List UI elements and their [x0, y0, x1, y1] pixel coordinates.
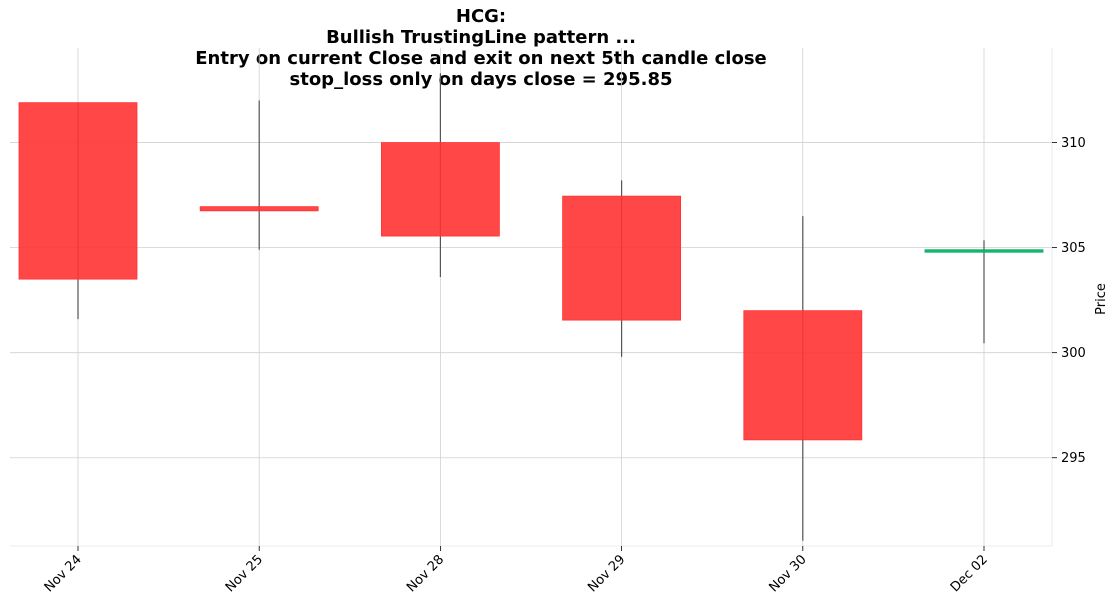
candle-body — [199, 206, 319, 212]
y-tick-label: 305 — [1061, 241, 1086, 256]
grid — [10, 48, 1052, 546]
y-tick-label: 300 — [1061, 346, 1086, 361]
candle-nov-25 — [199, 100, 319, 250]
candles — [18, 73, 1044, 541]
y-tick-label: 310 — [1061, 136, 1086, 151]
axes: 295 300 305 310 Price Nov 24 Nov 25 Nov 28 Nov 2… — [10, 48, 1109, 595]
candle-body — [380, 142, 500, 237]
x-tick-label: Dec 02 — [948, 552, 991, 595]
x-tick-label: Nov 24 — [42, 552, 85, 595]
y-tick-label: 295 — [1061, 451, 1086, 466]
chart-title: HCG: Bullish TrustingLine pattern ... En… — [0, 6, 962, 90]
title-line-4: stop_loss only on days close = 295.85 — [289, 69, 673, 90]
candle-body — [18, 102, 138, 280]
x-tick-label: Nov 29 — [585, 552, 628, 595]
x-tick-label: Nov 30 — [766, 552, 809, 595]
title-line-3: Entry on current Close and exit on next … — [195, 48, 767, 69]
candle-nov-29 — [562, 180, 681, 357]
x-tick-label: Nov 25 — [223, 552, 266, 595]
title-line-2: Bullish TrustingLine pattern ... — [326, 27, 636, 48]
candle-nov-30 — [743, 216, 863, 541]
candle-dec-02 — [924, 240, 1044, 344]
candle-body — [743, 310, 863, 441]
candle-body — [562, 195, 681, 321]
candle-body — [924, 249, 1044, 253]
candle-nov-28 — [380, 73, 500, 278]
title-line-1: HCG: — [455, 6, 507, 27]
y-axis-label: Price — [1094, 283, 1109, 315]
x-tick-label: Nov 28 — [404, 552, 447, 595]
candle-nov-24 — [18, 102, 138, 320]
